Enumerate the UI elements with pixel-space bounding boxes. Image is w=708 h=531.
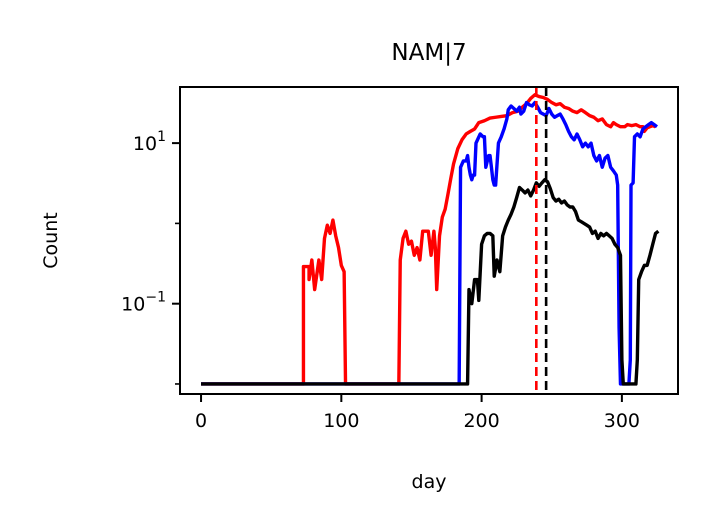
series-line-3	[201, 178, 660, 386]
x-tick-label: 200	[463, 410, 499, 432]
y-tick-label: 10−1	[121, 290, 166, 316]
y-tick-label: 101	[133, 129, 166, 155]
x-tick-label: 300	[604, 410, 640, 432]
plot-frame	[179, 86, 679, 395]
series-line-1	[201, 93, 657, 386]
chart-title: NAM|7	[391, 40, 466, 66]
plot-area	[201, 87, 660, 394]
x-tick-label: 100	[323, 410, 359, 432]
x-tick-label: 0	[195, 410, 207, 432]
x-axis-label: day	[412, 471, 447, 493]
y-axis-label: Count	[40, 212, 62, 268]
series-line-2	[201, 100, 658, 386]
